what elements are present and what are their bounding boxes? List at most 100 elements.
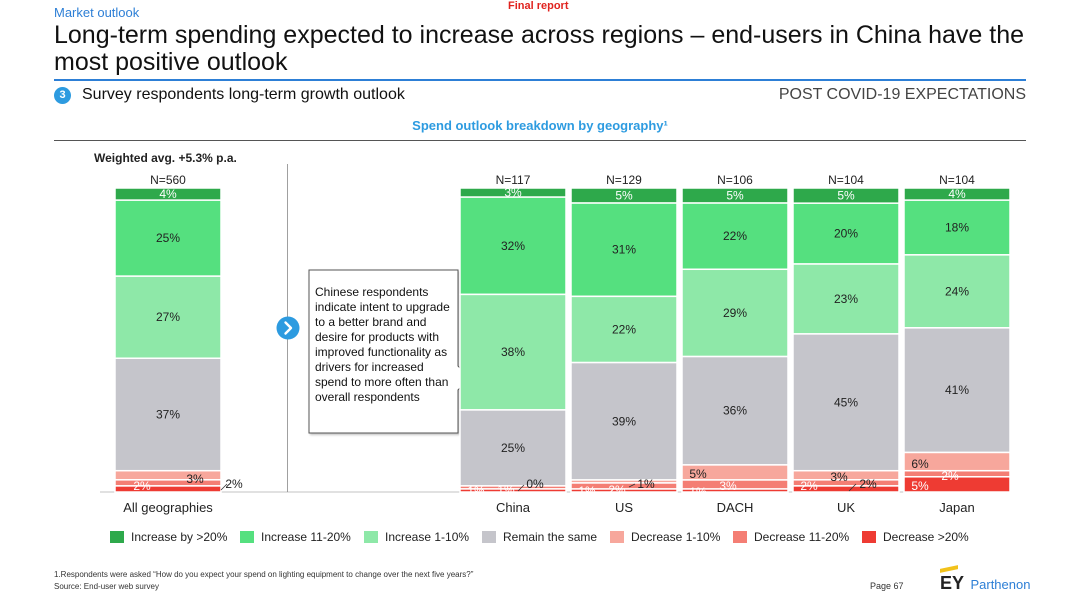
source-note: Source: End-user web survey (54, 582, 159, 591)
category-label: US (615, 500, 633, 515)
data-label: 25% (156, 231, 180, 245)
logo-ey-text: EY (940, 573, 965, 593)
data-label: 2% (225, 477, 243, 491)
category-label: All geographies (123, 500, 213, 515)
data-label: 3% (504, 186, 522, 200)
data-label: 41% (945, 383, 969, 397)
n-label: N=129 (606, 173, 642, 187)
chevron-right-icon (276, 316, 300, 340)
bar-segment-us-3 (570, 361, 678, 481)
legend-label: Decrease >20% (883, 530, 969, 544)
data-label: 2% (800, 479, 818, 493)
bar-segment-all-geographies-4 (114, 469, 222, 481)
n-label: N=117 (496, 173, 531, 187)
bar-segment-us-2 (570, 295, 678, 364)
section-label: Market outlook (54, 5, 140, 20)
data-label: 3% (186, 472, 204, 486)
legend-swatch (733, 531, 747, 543)
bar-segment-uk-1 (792, 202, 900, 265)
data-label: 4% (159, 187, 177, 201)
bar-segment-us-6 (570, 488, 678, 493)
legend-label: Increase 11-20% (261, 530, 351, 544)
logo-brand-text: Parthenon (970, 577, 1031, 592)
data-label: 1% (578, 484, 596, 498)
legend-swatch (240, 531, 254, 543)
data-label: 31% (612, 243, 636, 257)
data-label: 2% (133, 479, 151, 493)
data-label: 5% (689, 467, 707, 481)
data-label: 3% (830, 470, 848, 484)
page-title: Long-term spending expected to increase … (54, 21, 1025, 76)
data-label: 2% (859, 477, 877, 491)
leader-line (220, 483, 228, 491)
data-label: 18% (945, 221, 969, 235)
ey-parthenon-logo: EY Parthenon (940, 565, 1031, 594)
bar-segment-uk-3 (792, 333, 900, 472)
legend-label: Decrease 1-10% (631, 530, 721, 544)
page-number: Page 67 (870, 581, 904, 591)
data-label: 39% (612, 414, 636, 428)
data-label: 24% (945, 284, 969, 298)
n-label: N=560 (150, 173, 186, 187)
title-divider (54, 79, 1026, 81)
chart-title-divider (54, 140, 1026, 141)
category-label: UK (837, 500, 855, 515)
data-label: 1% (467, 484, 485, 498)
category-label: DACH (717, 500, 754, 515)
legend-label: Increase 1-10% (385, 530, 470, 544)
category-label: Japan (939, 500, 974, 515)
legend-label: Increase by >20% (131, 530, 228, 544)
final-report-label: Final report (508, 0, 569, 12)
n-label: N=104 (939, 173, 975, 187)
data-label: 29% (723, 306, 747, 320)
data-label: 45% (834, 395, 858, 409)
step-badge: 3 (54, 87, 71, 104)
data-label: 36% (723, 404, 747, 418)
bar-segment-dach-3 (681, 355, 789, 466)
leader-line (848, 483, 857, 492)
bar-segment-uk-6 (792, 485, 900, 493)
data-label: 5% (911, 479, 929, 493)
category-label: China (496, 500, 531, 515)
bar-segment-dach-1 (681, 202, 789, 271)
data-label: 23% (834, 292, 858, 306)
data-label: 27% (156, 310, 180, 324)
bar-segment-china-1 (459, 196, 567, 296)
data-label: 22% (723, 229, 747, 243)
data-label: 0% (526, 477, 544, 491)
bar-segment-all-geographies-3 (114, 357, 222, 472)
n-label: N=106 (717, 173, 753, 187)
leader-line (517, 484, 525, 492)
bar-segment-uk-2 (792, 263, 900, 335)
data-label: 1% (689, 485, 707, 499)
legend-label: Decrease 11-20% (754, 530, 850, 544)
bar-segment-china-6 (459, 488, 567, 493)
data-label: 1% (637, 477, 655, 491)
legend-swatch (364, 531, 378, 543)
data-label: 25% (501, 441, 525, 455)
bar-segment-japan-6 (903, 476, 1011, 493)
leader-line (628, 483, 636, 488)
callout-text: Chinese respondents indicate intent to u… (315, 285, 450, 404)
data-label: 3% (719, 479, 737, 493)
bar-segment-japan-2 (903, 254, 1011, 329)
legend-swatch (482, 531, 496, 543)
data-label: 6% (911, 457, 929, 471)
data-label: 32% (501, 239, 525, 253)
bar-segment-all-geographies-5 (114, 479, 222, 487)
data-label: 2% (608, 483, 626, 497)
subtitle: Survey respondents long-term growth outl… (82, 86, 405, 103)
data-label: 1% (497, 483, 515, 497)
chart-title: Spend outlook breakdown by geography¹ (412, 118, 668, 133)
data-label: 4% (948, 187, 966, 201)
expectations-label: POST COVID-19 EXPECTATIONS (778, 86, 1026, 103)
footnote: 1.Respondents were asked “How do you exp… (54, 570, 474, 579)
bar-segment-all-geographies-2 (114, 275, 222, 359)
weighted-average-label: Weighted avg. +5.3% p.a. (94, 151, 237, 165)
data-label: 38% (501, 345, 525, 359)
data-label: 37% (156, 407, 180, 421)
data-label: 2% (941, 469, 959, 483)
data-label: 5% (837, 189, 855, 203)
n-label: N=104 (828, 173, 864, 187)
